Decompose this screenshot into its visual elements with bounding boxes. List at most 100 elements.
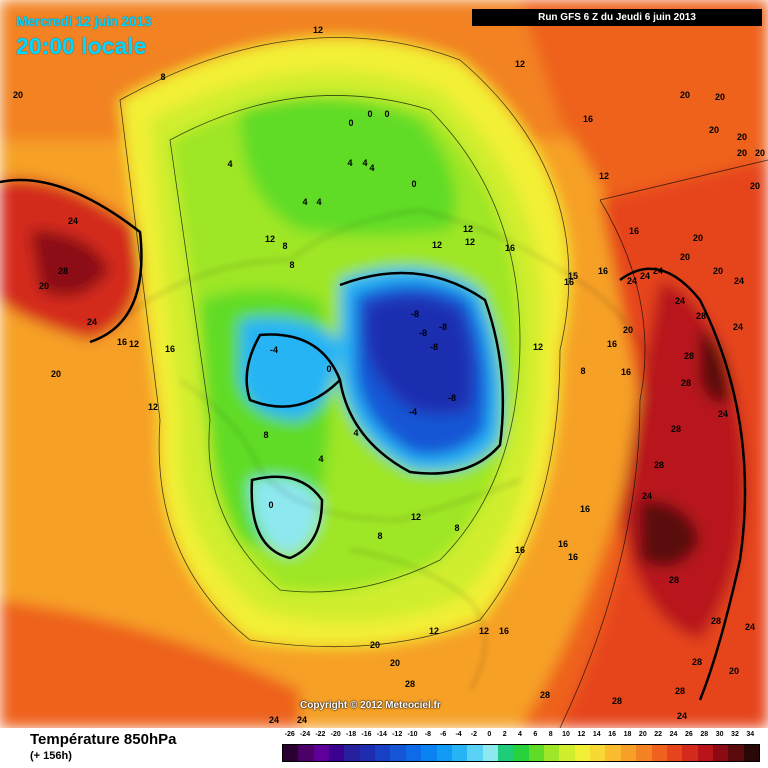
valid-date: Mercredi 12 juin 2013 (16, 13, 152, 29)
valid-time: 20:00 locale (16, 33, 147, 59)
isotherm-label: 12 (533, 342, 543, 352)
isotherm-label: 4 (227, 159, 232, 169)
isotherm-label: 4 (316, 197, 321, 207)
color-scale-swatch (513, 745, 530, 761)
isotherm-label: 24 (653, 266, 663, 276)
isotherm-label: 12 (411, 512, 421, 522)
color-scale-label: 22 (654, 731, 663, 738)
isotherm-label: 24 (627, 276, 637, 286)
color-scale-swatch (497, 745, 514, 761)
zero-isotherm (0, 178, 747, 701)
color-scale-label: -22 (315, 731, 326, 738)
isotherm-label: 12 (479, 626, 489, 636)
color-scale-swatch (712, 745, 729, 761)
color-scale-labels: -26 -24 -22 -20 -18 -16 -14 -12 -10 -8 -6 -4 -2 0 2 4 6 8… (282, 731, 758, 743)
isotherm-label: 16 (598, 266, 608, 276)
color-scale-swatch (574, 745, 591, 761)
isotherm-label: 24 (675, 296, 685, 306)
isotherm-label: 28 (671, 424, 681, 434)
color-scale-swatch (605, 745, 622, 761)
isotherm-label: 4 (347, 158, 352, 168)
color-scale-label: -8 (424, 731, 431, 738)
color-scale-swatch (436, 745, 453, 761)
isotherm-label: 20 (693, 233, 703, 243)
isotherm-label: 0 (268, 500, 273, 510)
isotherm-label: 12 (432, 240, 442, 250)
color-scale-label: -26 (284, 731, 295, 738)
isotherm-label: 20 (39, 281, 49, 291)
isotherm-label: 8 (282, 241, 287, 251)
isotherm-label: 8 (289, 260, 294, 270)
variable-title: Température 850hPa (30, 731, 177, 748)
color-scale-label: -24 (299, 731, 311, 738)
isotherm-label: 4 (369, 163, 374, 173)
isotherm-label: 12 (515, 59, 525, 69)
isotherm-label: 20 (715, 92, 725, 102)
isotherm-label: 16 (568, 552, 578, 562)
color-scale-label: -10 (407, 731, 418, 738)
isotherm-label: 16 (580, 504, 590, 514)
isotherm-label: 20 (737, 148, 747, 158)
color-scale-label: -20 (330, 731, 341, 738)
color-scale-swatch (620, 745, 637, 761)
color-scale-swatch (651, 745, 668, 761)
isotherm-label: 28 (675, 686, 685, 696)
color-scale-swatch (405, 745, 422, 761)
color-scale-swatch (375, 745, 391, 761)
color-scale-label: -4 (455, 731, 462, 738)
color-scale-swatch (359, 745, 376, 761)
color-scale-label: 14 (592, 731, 601, 738)
color-scale-swatch (666, 745, 683, 761)
color-scale-swatch (283, 745, 299, 761)
isotherm-label: -4 (409, 407, 417, 417)
isotherm-label: 28 (669, 575, 679, 585)
isotherm-label: -4 (270, 345, 278, 355)
color-scale-label: 26 (684, 731, 693, 738)
color-scale-swatch (590, 745, 606, 761)
isotherm-label: 28 (681, 378, 691, 388)
isotherm-label: 4 (362, 158, 367, 168)
color-scale-swatch (682, 745, 699, 761)
isotherm-label: 24 (640, 271, 650, 281)
isotherm-label: -8 (439, 322, 447, 332)
isotherm-label: 28 (711, 616, 721, 626)
isotherm-label: 20 (13, 90, 23, 100)
isotherm-label: 8 (454, 523, 459, 533)
isotherm-label: 16 (621, 367, 631, 377)
color-scale-label: 16 (608, 731, 617, 738)
color-scale-label: 34 (746, 731, 755, 738)
run-info: Run GFS 6 Z du Jeudi 6 juin 2013 (472, 9, 762, 26)
isotherm-label: 28 (540, 690, 550, 700)
isotherm-label: 20 (623, 325, 633, 335)
isotherm-label: 8 (580, 366, 585, 376)
color-scale-label: 30 (715, 731, 724, 738)
color-scale-label: 4 (518, 731, 522, 738)
color-scale-swatch (298, 745, 315, 761)
color-scale-swatch (636, 745, 652, 761)
isotherm-label: 20 (709, 125, 719, 135)
isotherm-label: 8 (160, 72, 165, 82)
color-scale-label: -6 (440, 731, 447, 738)
color-scale-swatch (344, 745, 361, 761)
isotherm-label: 24 (733, 322, 743, 332)
isotherm-label: 4 (318, 454, 323, 464)
isotherm-label: 20 (729, 666, 739, 676)
isotherm-label: 16 (499, 626, 509, 636)
color-scale-label: 28 (700, 731, 709, 738)
color-scale-swatch (544, 745, 560, 761)
color-scale-label: -14 (376, 731, 387, 738)
isotherm-label: 24 (68, 216, 78, 226)
isotherm-label: 24 (87, 317, 97, 327)
isotherm-label: 28 (612, 696, 622, 706)
isotherm-label: 24 (297, 715, 307, 725)
isotherm-label: 28 (654, 460, 664, 470)
isotherm-label: 15 (568, 271, 578, 281)
isotherm-label: 20 (390, 658, 400, 668)
isotherm-label: 16 (515, 545, 525, 555)
isotherm-label: 16 (629, 226, 639, 236)
color-scale-label: 10 (562, 731, 570, 738)
color-scale-swatch (467, 745, 484, 761)
isotherm-label: 20 (370, 640, 380, 650)
